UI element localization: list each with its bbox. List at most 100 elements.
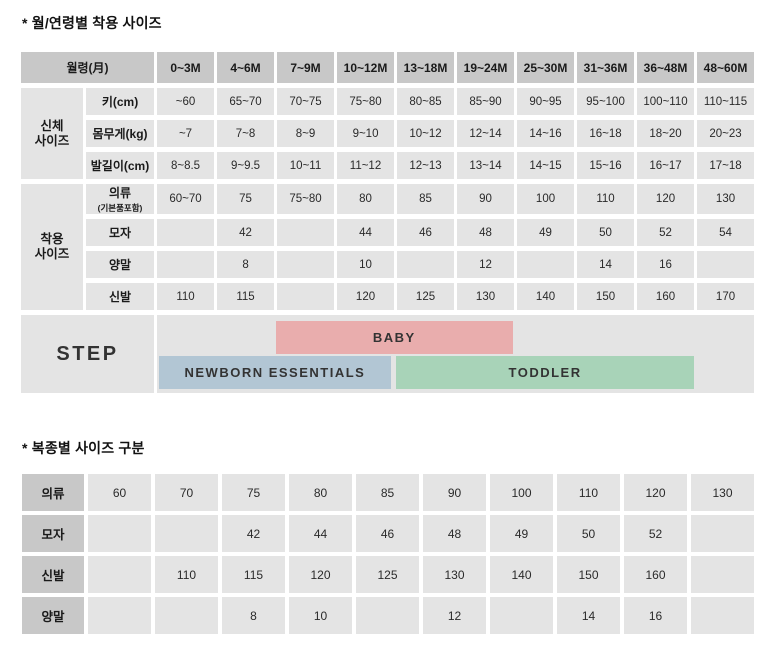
type-cell: 14 [557, 597, 620, 634]
size-cell: 125 [397, 283, 455, 310]
type-cell: 75 [222, 474, 285, 511]
size-cell: 60~70 [157, 184, 215, 214]
step-row: STEP BABY NEWBORN ESSENTIALS TODDLER [21, 315, 755, 393]
size-cell: 7~8 [217, 120, 275, 147]
type-cell: 10 [289, 597, 352, 634]
height-row-label: 키(cm) [86, 88, 155, 115]
size-cell: 115 [217, 283, 275, 310]
size-cell: 75~80 [277, 184, 335, 214]
size-cell: ~7 [157, 120, 215, 147]
type-hat-label: 모자 [22, 515, 84, 552]
size-cell: 54 [697, 219, 755, 246]
month-col-0: 0~3M [157, 52, 215, 83]
size-cell: 18~20 [637, 120, 695, 147]
type-cell: 48 [423, 515, 486, 552]
size-cell: 120 [637, 184, 695, 214]
size-cell: 9~9.5 [217, 152, 275, 179]
type-cell: 115 [222, 556, 285, 593]
foot-length-row: 발길이(cm) 8~8.5 9~9.5 10~11 11~12 12~13 13… [21, 152, 755, 179]
size-cell: 10~11 [277, 152, 335, 179]
type-cell: 130 [691, 474, 754, 511]
size-cell: 17~18 [697, 152, 755, 179]
clothing-label-main: 의류 [108, 186, 132, 200]
type-cell: 150 [557, 556, 620, 593]
type-cell: 110 [557, 474, 620, 511]
size-cell: 16~17 [637, 152, 695, 179]
type-size-table: 의류 60 70 75 80 85 90 100 110 120 130 모자 … [18, 470, 758, 638]
size-cell: 8 [217, 251, 275, 278]
type-cell [88, 515, 151, 552]
size-cell: 48 [457, 219, 515, 246]
type-cell: 12 [423, 597, 486, 634]
size-cell: 44 [337, 219, 395, 246]
type-cell [155, 597, 218, 634]
type-shoes-label: 신발 [22, 556, 84, 593]
size-cell: 120 [337, 283, 395, 310]
size-cell [157, 251, 215, 278]
type-cell [356, 597, 419, 634]
type-cell: 85 [356, 474, 419, 511]
month-col-6: 25~30M [517, 52, 575, 83]
type-cell: 44 [289, 515, 352, 552]
size-cell: 42 [217, 219, 275, 246]
body-size-section-label: 신체 사이즈 [21, 88, 83, 179]
size-cell: 85 [397, 184, 455, 214]
type-cell: 110 [155, 556, 218, 593]
type-cell [88, 597, 151, 634]
type-cell: 120 [289, 556, 352, 593]
size-cell: 12 [457, 251, 515, 278]
type-socks-label: 양말 [22, 597, 84, 634]
size-cell: 100 [517, 184, 575, 214]
step-bar-newborn-essentials: NEWBORN ESSENTIALS [158, 356, 392, 389]
monthly-size-table: 월령(月) 0~3M 4~6M 7~9M 10~12M 13~18M 19~24… [18, 47, 757, 398]
size-cell [277, 219, 335, 246]
step-bars-area: BABY NEWBORN ESSENTIALS TODDLER [157, 315, 755, 393]
size-cell: 110~115 [697, 88, 755, 115]
size-cell: 12~14 [457, 120, 515, 147]
clothing-row: 착용 사이즈 의류 (기본품포함) 60~70 75 75~80 80 85 90… [21, 184, 755, 310]
size-cell: 12~13 [397, 152, 455, 179]
month-col-2: 7~9M [277, 52, 335, 83]
shoes-row-label: 신발 [86, 283, 155, 310]
size-cell: 80 [337, 184, 395, 214]
type-cell [691, 556, 754, 593]
type-cell: 52 [624, 515, 687, 552]
socks-row-label: 양말 [86, 251, 155, 278]
size-cell: ~60 [157, 88, 215, 115]
size-cell: 11~12 [337, 152, 395, 179]
size-cell: 170 [697, 283, 755, 310]
step-bar-baby: BABY [275, 321, 513, 354]
size-cell: 75 [217, 184, 275, 214]
size-cell: 80~85 [397, 88, 455, 115]
type-cell: 42 [222, 515, 285, 552]
size-cell: 46 [397, 219, 455, 246]
socks-row: 양말 8 10 12 14 16 [21, 251, 755, 278]
month-header-row: 월령(月) 0~3M 4~6M 7~9M 10~12M 13~18M 19~24… [21, 52, 755, 83]
month-col-4: 13~18M [397, 52, 455, 83]
type-cell: 160 [624, 556, 687, 593]
foot-length-row-label: 발길이(cm) [86, 152, 155, 179]
size-cell: 10~12 [397, 120, 455, 147]
type-cell: 140 [490, 556, 553, 593]
wear-size-section-label: 착용 사이즈 [21, 184, 83, 310]
type-cell: 49 [490, 515, 553, 552]
month-col-7: 31~36M [577, 52, 635, 83]
size-cell: 9~10 [337, 120, 395, 147]
weight-row: 몸무게(kg) ~7 7~8 8~9 9~10 10~12 12~14 14~1… [21, 120, 755, 147]
type-cell [88, 556, 151, 593]
type-clothing-row: 의류 60 70 75 80 85 90 100 110 120 130 [22, 474, 754, 511]
size-cell: 52 [637, 219, 695, 246]
size-cell: 14~16 [517, 120, 575, 147]
type-cell: 90 [423, 474, 486, 511]
type-clothing-label: 의류 [22, 474, 84, 511]
month-col-5: 19~24M [457, 52, 515, 83]
type-cell: 50 [557, 515, 620, 552]
type-cell: 130 [423, 556, 486, 593]
type-cell: 125 [356, 556, 419, 593]
size-cell: 130 [457, 283, 515, 310]
type-cell [691, 597, 754, 634]
size-cell: 90 [457, 184, 515, 214]
size-cell: 70~75 [277, 88, 335, 115]
step-bar-toddler: TODDLER [396, 356, 694, 389]
hat-row-label: 모자 [86, 219, 155, 246]
